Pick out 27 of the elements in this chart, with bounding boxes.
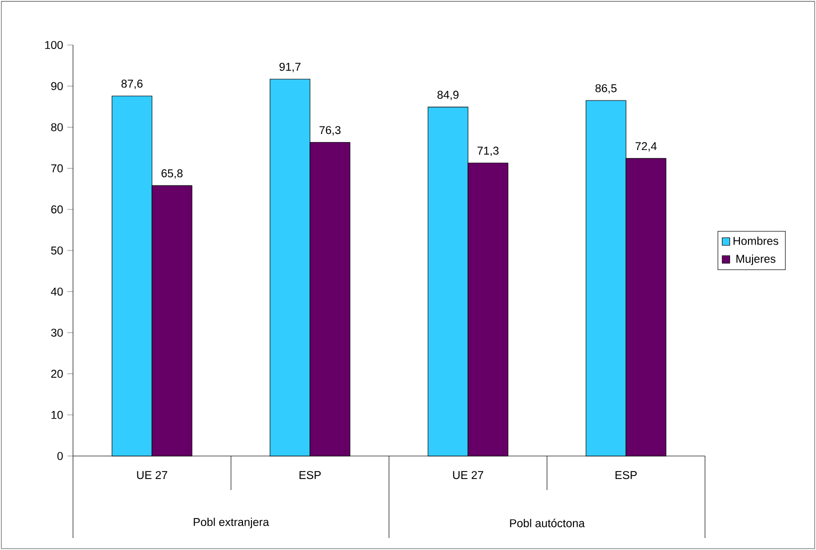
data-label: 72,4 [636,142,657,152]
x-tick-label: ESP [300,471,321,480]
y-tick-label: 10 [52,410,63,419]
data-label: 91,7 [279,62,300,72]
y-tick-label: 100 [45,40,63,50]
data-label: 87,6 [121,80,143,90]
legend-label: Hombres [734,236,778,245]
y-tick-label: 20 [51,370,63,378]
y-tick-label: 30 [51,328,63,337]
data-label: 65,8 [162,169,183,179]
x-tick-label: UE 27 [453,471,484,480]
data-label: 86,5 [595,84,617,94]
data-label: 84,9 [437,90,458,100]
x-tick-label: UE 27 [137,471,168,480]
y-tick-label: 40 [50,288,63,296]
y-tick-label: 60 [51,205,63,214]
legend-label: Mujeres [736,254,776,266]
y-tick-label: 80 [51,123,63,132]
y-tick-label: 70 [51,164,63,172]
data-label: 76,3 [320,126,341,136]
x-tick-label: ESP [616,471,637,480]
y-tick-label: 90 [51,82,63,90]
data-label: 71,3 [478,146,499,156]
y-tick-label: 0 [57,452,63,460]
text: Pobl extranjera [194,518,270,528]
text: Pobl autóctona [510,518,585,528]
y-tick-label: 50 [51,246,63,255]
